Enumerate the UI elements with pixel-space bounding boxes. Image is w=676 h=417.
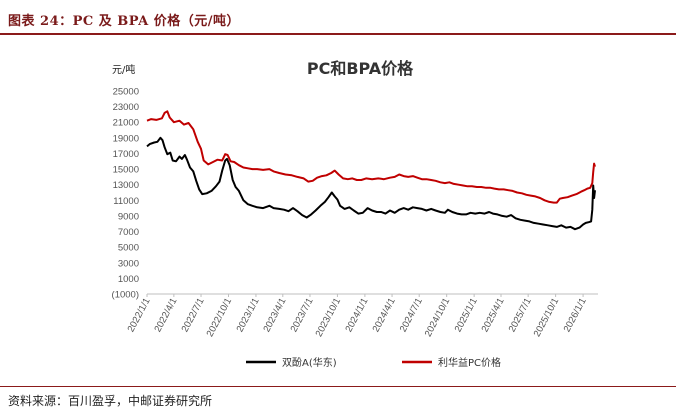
legend-label: 利华益PC价格 — [438, 356, 501, 369]
y-tick-label: (1000) — [112, 290, 139, 301]
x-tick-label: 2024/10/1 — [423, 296, 453, 338]
y-tick-label: 19000 — [113, 133, 139, 144]
line-chart: PC和BPA价格 元/吨 25000 23000 21000 19000 17000 1500… — [112, 59, 598, 369]
legend-label: 双酚A(华东) — [282, 356, 337, 369]
x-tick-label: 2025/10/1 — [532, 296, 562, 338]
y-tick-label: 7000 — [118, 227, 139, 238]
x-tick-label: 2024/7/1 — [398, 296, 425, 334]
x-tick-label: 2022/7/1 — [180, 296, 207, 334]
x-tick-label: 2022/1/1 — [126, 296, 153, 334]
report-header: 图表 24：PC 及 BPA 价格（元/吨） — [0, 0, 676, 38]
y-tick-label: 9000 — [118, 211, 139, 222]
y-axis-label: 元/吨 — [112, 63, 135, 76]
x-tick-label: 2022/4/1 — [152, 296, 179, 334]
x-tick-label: 2025/1/1 — [453, 296, 480, 334]
x-tick-label: 2022/10/1 — [205, 296, 235, 338]
y-tick-label: 13000 — [113, 180, 139, 191]
y-tick-label: 21000 — [113, 118, 139, 129]
x-tick-label: 2023/10/1 — [314, 296, 344, 338]
y-tick-label: 5000 — [118, 243, 139, 254]
x-tick-label: 2023/4/1 — [261, 296, 288, 334]
x-tick-label: 2026/1/1 — [562, 296, 589, 334]
y-tick-label: 11000 — [113, 196, 139, 207]
x-tick-label: 2025/4/1 — [480, 296, 507, 334]
x-tick-label: 2023/7/1 — [289, 296, 316, 334]
series-line-bpa — [146, 136, 596, 231]
x-tick-label: 2024/4/1 — [371, 296, 398, 334]
y-tick-label: 1000 — [118, 274, 139, 285]
y-tick-label: 15000 — [113, 165, 139, 176]
y-tick-label: 3000 — [118, 258, 139, 269]
y-tick-label: 17000 — [113, 149, 139, 160]
series-line-pc — [146, 110, 596, 204]
y-tick-label: 25000 — [113, 87, 139, 98]
header-rule — [0, 33, 676, 35]
x-tick-label: 2024/1/1 — [343, 296, 370, 334]
x-tick-label: 2025/7/1 — [507, 296, 534, 334]
footer-rule — [0, 386, 676, 387]
source-note: 资料来源：百川盈孚，中邮证券研究所 — [8, 394, 213, 408]
y-tick-label: 23000 — [113, 102, 139, 113]
x-tick-label: 2023/1/1 — [235, 296, 262, 334]
chart-title: PC和BPA价格 — [307, 59, 414, 78]
figure-title: 图表 24：PC 及 BPA 价格（元/吨） — [8, 14, 240, 29]
